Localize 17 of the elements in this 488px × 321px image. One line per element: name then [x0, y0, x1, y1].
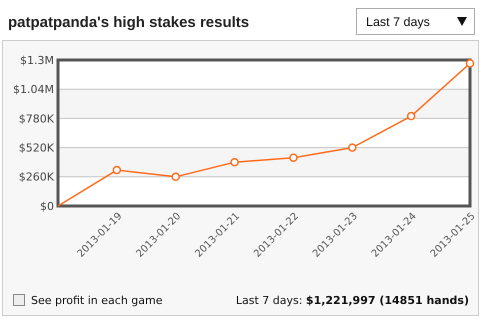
point: [348, 143, 357, 152]
text: See profit in each game: [31, 294, 163, 307]
chart-title: patpatpanda's high stakes results: [8, 14, 250, 31]
point: [289, 153, 298, 162]
y-tick-label: $0: [40, 200, 54, 213]
point: [466, 59, 474, 68]
y-tick-label: $1.04M: [13, 83, 54, 96]
y-tick-label: $520K: [18, 141, 55, 154]
y-tick-label: $780K: [18, 112, 55, 126]
text: Last 7 days: $1,221,997 (14851 hands): [236, 294, 469, 307]
dropdown: Last 7 days: [356, 8, 475, 35]
y-tick-label: $1.3M: [20, 54, 54, 67]
point: [112, 166, 122, 174]
y-tick-label: $260K: [18, 170, 55, 184]
point: [171, 172, 180, 182]
point: [406, 112, 416, 120]
point: [230, 158, 239, 166]
